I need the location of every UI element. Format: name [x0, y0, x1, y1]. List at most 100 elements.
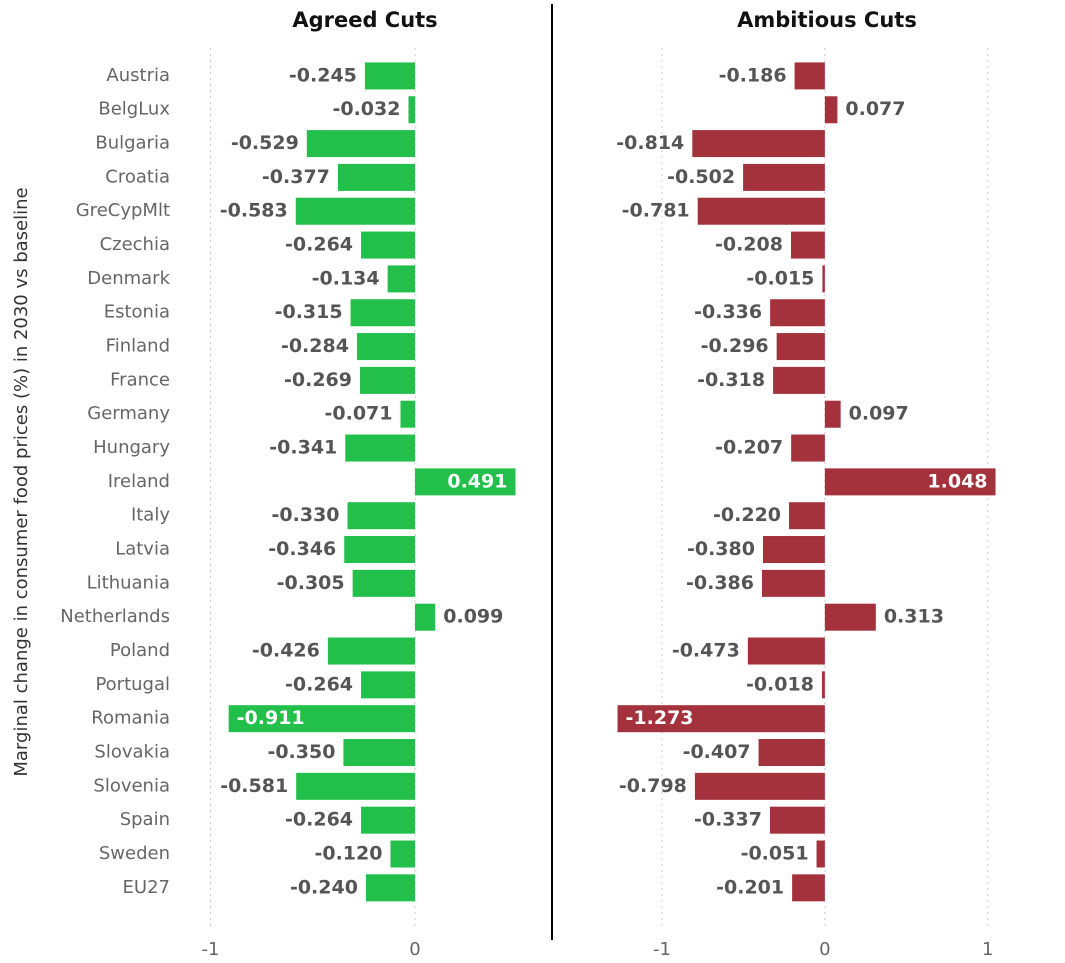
value-label: -0.798: [619, 775, 687, 797]
bar: [821, 671, 825, 699]
value-label: -0.346: [268, 538, 336, 560]
category-label: Italy: [131, 505, 170, 526]
value-label: 0.077: [845, 98, 905, 120]
value-label: -0.318: [697, 369, 765, 391]
category-label: Slovakia: [94, 742, 170, 763]
bar: [694, 772, 825, 800]
value-label: -0.240: [290, 876, 358, 898]
bar: [770, 299, 825, 327]
bar: [295, 197, 416, 225]
value-label: -0.337: [694, 809, 762, 831]
category-label: Ireland: [108, 471, 170, 492]
x-tick-label: -1: [653, 939, 671, 960]
value-label: -0.814: [616, 132, 684, 154]
x-tick-label: 0: [819, 939, 830, 960]
panel-title: Agreed Cuts: [292, 8, 437, 32]
value-label: -0.330: [272, 504, 340, 526]
bar: [824, 96, 838, 124]
value-label: -0.377: [262, 166, 330, 188]
bar: [408, 96, 416, 124]
bar: [359, 366, 416, 394]
bar: [769, 806, 825, 834]
bar: [345, 434, 416, 462]
bar: [327, 637, 416, 665]
bar: [758, 739, 825, 767]
bar: [296, 772, 416, 800]
category-label: Latvia: [115, 539, 170, 560]
bar: [361, 806, 416, 834]
value-label: -0.341: [269, 437, 337, 459]
value-label: -0.186: [719, 64, 787, 86]
bar: [390, 840, 416, 868]
category-label: Spain: [120, 809, 170, 830]
bar: [791, 434, 825, 462]
category-label: Poland: [110, 640, 170, 661]
value-label: -0.120: [314, 843, 382, 865]
bar: [794, 62, 825, 90]
value-label: -0.207: [715, 437, 783, 459]
x-tick-label: -1: [201, 939, 219, 960]
value-label: -0.208: [715, 234, 783, 256]
value-label: -0.032: [332, 98, 400, 120]
category-label: Denmark: [87, 268, 170, 289]
bar: [816, 840, 825, 868]
bar: [347, 502, 416, 530]
bar: [387, 265, 416, 293]
value-label: 1.048: [927, 470, 987, 492]
bar: [352, 569, 416, 597]
value-label: -0.781: [622, 200, 690, 222]
bar: [761, 569, 825, 597]
category-label: Slovenia: [93, 775, 170, 796]
value-label: -0.201: [716, 876, 784, 898]
bar: [697, 197, 825, 225]
category-label: Germany: [87, 403, 170, 424]
bar: [792, 874, 825, 902]
value-label: -0.583: [220, 200, 288, 222]
bar: [747, 637, 825, 665]
y-axis-label: Marginal change in consumer food prices …: [11, 187, 32, 776]
bar: [692, 130, 825, 158]
bar: [822, 265, 825, 293]
category-label: Lithuania: [87, 572, 170, 593]
bar: [365, 874, 416, 902]
category-label: Netherlands: [60, 606, 170, 627]
bar: [361, 231, 416, 259]
bar: [824, 400, 841, 428]
value-label: -0.911: [237, 707, 305, 729]
value-label: 0.491: [447, 470, 507, 492]
value-label: -0.015: [746, 267, 814, 289]
category-label: BelgLux: [98, 99, 170, 120]
category-label: GreCypMlt: [76, 200, 170, 221]
value-label: -0.407: [683, 741, 751, 763]
bar: [743, 163, 825, 191]
value-label: -0.502: [667, 166, 735, 188]
value-label: -0.529: [231, 132, 299, 154]
bar: [824, 468, 996, 496]
category-label: Hungary: [93, 437, 170, 458]
value-label: -0.018: [746, 673, 814, 695]
value-label: -0.380: [687, 538, 755, 560]
bar: [415, 468, 516, 496]
value-label: -1.273: [626, 707, 694, 729]
bar: [344, 536, 416, 564]
bar: [789, 502, 825, 530]
value-label: -0.386: [686, 572, 754, 594]
bar: [617, 705, 825, 733]
value-label: -0.305: [277, 572, 345, 594]
bar: [337, 163, 416, 191]
category-label: Czechia: [100, 234, 170, 255]
bar: [350, 299, 416, 327]
x-tick-label: 1: [982, 939, 993, 960]
value-label: -0.473: [672, 640, 740, 662]
category-label: Croatia: [105, 166, 170, 187]
bar: [356, 333, 416, 361]
value-label: -0.051: [741, 843, 809, 865]
category-label: Austria: [106, 65, 170, 86]
value-label: -0.315: [275, 301, 343, 323]
value-label: -0.296: [701, 335, 769, 357]
bar: [361, 671, 416, 699]
category-label: Bulgaria: [95, 133, 170, 154]
value-label: -0.426: [252, 640, 320, 662]
value-label: -0.264: [285, 234, 353, 256]
